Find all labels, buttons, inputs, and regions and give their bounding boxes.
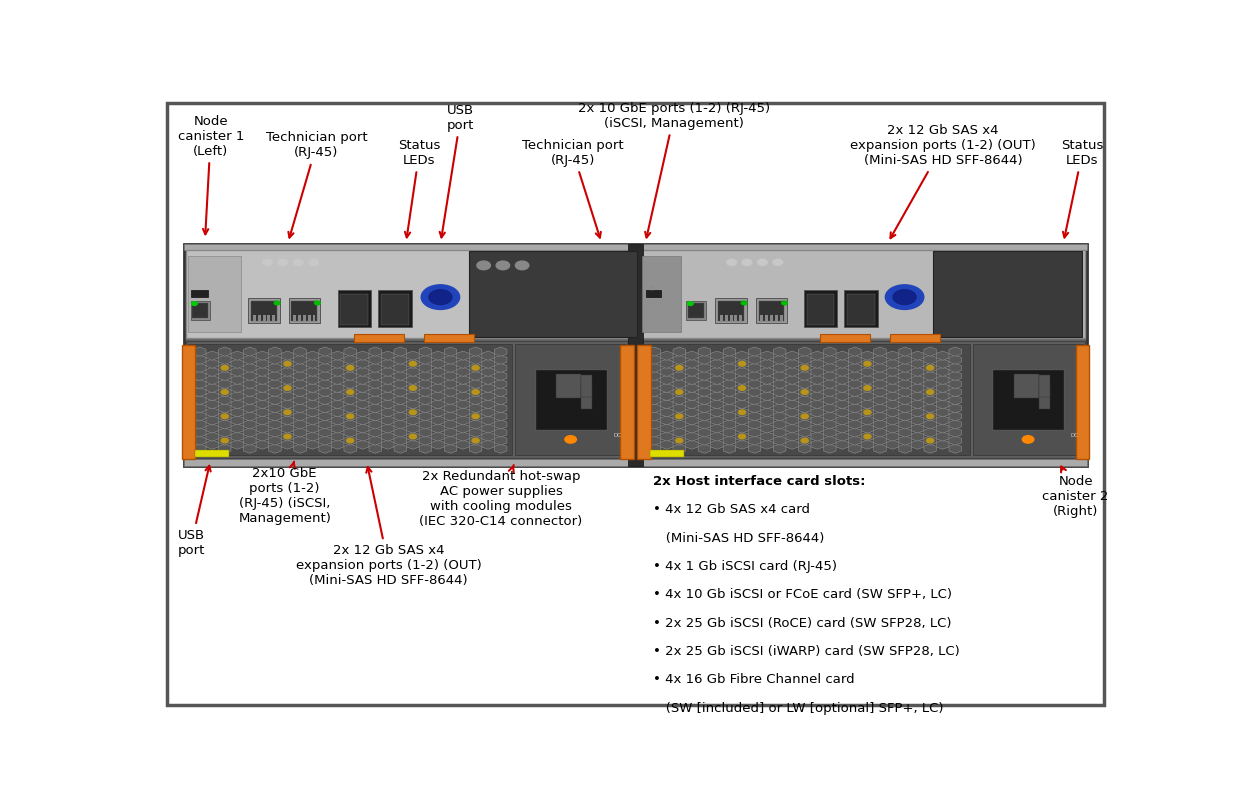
- Polygon shape: [673, 347, 686, 356]
- Polygon shape: [686, 375, 698, 385]
- Polygon shape: [470, 412, 482, 421]
- Polygon shape: [673, 355, 686, 364]
- Polygon shape: [432, 383, 444, 393]
- Polygon shape: [924, 379, 936, 389]
- Polygon shape: [774, 428, 786, 437]
- Polygon shape: [495, 404, 507, 413]
- Polygon shape: [698, 347, 711, 356]
- Polygon shape: [343, 420, 356, 429]
- Polygon shape: [269, 347, 281, 356]
- Polygon shape: [231, 416, 243, 425]
- Polygon shape: [786, 424, 799, 433]
- Polygon shape: [649, 387, 661, 397]
- Polygon shape: [924, 371, 936, 381]
- Polygon shape: [661, 440, 673, 450]
- Polygon shape: [281, 351, 294, 360]
- Polygon shape: [407, 375, 419, 385]
- Polygon shape: [495, 363, 507, 373]
- Circle shape: [346, 414, 353, 418]
- Polygon shape: [887, 351, 899, 360]
- Polygon shape: [862, 408, 874, 417]
- Polygon shape: [331, 408, 343, 417]
- Bar: [739, 314, 743, 321]
- Polygon shape: [936, 440, 949, 450]
- Polygon shape: [382, 432, 394, 441]
- Polygon shape: [444, 412, 456, 421]
- Polygon shape: [774, 387, 786, 397]
- Polygon shape: [206, 424, 218, 433]
- Circle shape: [742, 301, 746, 305]
- Bar: [182, 346, 196, 459]
- Bar: [688, 303, 704, 318]
- Polygon shape: [343, 363, 356, 373]
- Polygon shape: [432, 351, 444, 360]
- Polygon shape: [356, 416, 370, 425]
- Polygon shape: [686, 391, 698, 401]
- Polygon shape: [331, 399, 343, 409]
- Polygon shape: [206, 408, 218, 417]
- Polygon shape: [218, 371, 231, 381]
- Polygon shape: [911, 440, 924, 450]
- Polygon shape: [761, 383, 774, 393]
- Polygon shape: [949, 363, 961, 373]
- Polygon shape: [686, 408, 698, 417]
- Text: 2x10 GbE
ports (1-2)
(RJ-45) (iSCSI,
Management): 2x10 GbE ports (1-2) (RJ-45) (iSCSI, Man…: [238, 462, 331, 526]
- Polygon shape: [686, 440, 698, 450]
- Polygon shape: [432, 408, 444, 417]
- Polygon shape: [281, 424, 294, 433]
- Polygon shape: [748, 436, 761, 445]
- Polygon shape: [419, 355, 432, 364]
- Polygon shape: [936, 432, 949, 441]
- Polygon shape: [419, 347, 432, 356]
- Polygon shape: [723, 444, 735, 454]
- Polygon shape: [281, 416, 294, 425]
- Polygon shape: [482, 440, 495, 450]
- Polygon shape: [848, 395, 861, 405]
- Polygon shape: [799, 379, 811, 389]
- Polygon shape: [306, 367, 319, 377]
- Bar: [973, 344, 1084, 455]
- Polygon shape: [231, 383, 243, 393]
- Polygon shape: [686, 359, 698, 368]
- Polygon shape: [735, 408, 748, 417]
- Polygon shape: [306, 424, 319, 433]
- Polygon shape: [432, 359, 444, 368]
- Polygon shape: [419, 444, 432, 454]
- Polygon shape: [924, 420, 936, 429]
- Polygon shape: [306, 375, 319, 385]
- Polygon shape: [811, 408, 823, 417]
- Polygon shape: [723, 347, 735, 356]
- Polygon shape: [257, 424, 269, 433]
- Polygon shape: [231, 440, 243, 450]
- Polygon shape: [735, 432, 748, 441]
- Polygon shape: [887, 408, 899, 417]
- Polygon shape: [911, 416, 924, 425]
- Circle shape: [496, 261, 510, 270]
- Polygon shape: [243, 371, 257, 381]
- Polygon shape: [257, 432, 269, 441]
- Polygon shape: [294, 387, 306, 397]
- Polygon shape: [407, 359, 419, 368]
- Polygon shape: [686, 351, 698, 360]
- Polygon shape: [470, 347, 482, 356]
- Circle shape: [278, 259, 288, 266]
- Text: • 4x 1 Gb iSCSI card (RJ-45): • 4x 1 Gb iSCSI card (RJ-45): [652, 560, 837, 573]
- Polygon shape: [482, 399, 495, 409]
- Polygon shape: [306, 408, 319, 417]
- Polygon shape: [911, 375, 924, 385]
- Polygon shape: [419, 420, 432, 429]
- Polygon shape: [723, 395, 735, 405]
- Polygon shape: [319, 347, 331, 356]
- Polygon shape: [811, 367, 823, 377]
- Polygon shape: [686, 424, 698, 433]
- Circle shape: [284, 362, 291, 366]
- Polygon shape: [761, 408, 774, 417]
- Polygon shape: [193, 428, 206, 437]
- Polygon shape: [281, 399, 294, 409]
- Polygon shape: [407, 416, 419, 425]
- Polygon shape: [936, 399, 949, 409]
- Polygon shape: [382, 375, 394, 385]
- Polygon shape: [419, 363, 432, 373]
- Circle shape: [309, 259, 319, 266]
- Polygon shape: [735, 391, 748, 401]
